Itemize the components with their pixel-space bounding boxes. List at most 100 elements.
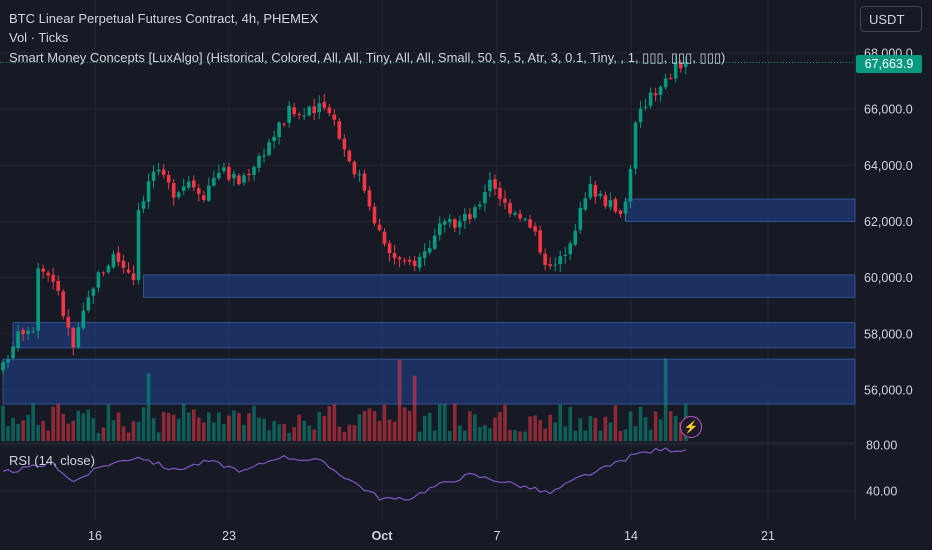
- candle-body: [623, 201, 628, 214]
- volume-bar: [533, 415, 537, 441]
- volume-bar: [382, 404, 387, 441]
- volume-bar: [593, 417, 598, 441]
- candle-body: [16, 331, 20, 348]
- candle-body: [41, 268, 45, 272]
- volume-bar: [237, 412, 241, 441]
- volume-bar: [402, 407, 407, 441]
- volume-bar: [131, 421, 136, 441]
- volume-bar: [623, 429, 628, 441]
- candle-body: [593, 184, 598, 197]
- volume-bar: [603, 416, 608, 441]
- candle-body: [668, 78, 673, 80]
- candles: [1, 55, 688, 375]
- volume-bar: [643, 417, 648, 441]
- volume-bar: [202, 422, 206, 441]
- candle-body: [252, 167, 256, 175]
- candle-body: [287, 105, 291, 123]
- volume-bar: [563, 426, 568, 441]
- volume-bar: [478, 427, 482, 441]
- lightning-bolt-icon[interactable]: ⚡: [680, 416, 702, 438]
- volume-bar: [342, 431, 347, 441]
- volume-bar: [222, 424, 226, 441]
- candle-body: [397, 257, 402, 260]
- candle-body: [146, 181, 151, 202]
- candle-body: [588, 184, 593, 198]
- candle-body: [412, 260, 417, 267]
- candle-body: [292, 107, 296, 115]
- volume-bar: [392, 421, 397, 441]
- volume-indicator-label[interactable]: Vol · Ticks: [9, 30, 69, 45]
- time-axis-tick-label: 23: [222, 529, 236, 543]
- current-price-tag: 67,663.9: [856, 55, 922, 73]
- candle-body: [578, 207, 583, 230]
- volume-bar: [86, 409, 91, 441]
- volume-bar: [367, 408, 372, 441]
- candle-body: [478, 204, 482, 207]
- volume-bar: [21, 420, 25, 441]
- candle-body: [6, 359, 10, 363]
- volume-bar: [267, 430, 271, 441]
- volume-bar: [488, 428, 492, 441]
- volume-bar: [56, 403, 61, 441]
- volume-bar: [111, 420, 116, 441]
- smc-indicator-label[interactable]: Smart Money Concepts [LuxAlgo] (Historic…: [9, 50, 726, 65]
- candle-body: [31, 331, 35, 333]
- candle-body: [558, 256, 563, 265]
- candle-body: [116, 252, 121, 263]
- volume-bar: [387, 419, 392, 441]
- candle-body: [498, 187, 502, 199]
- currency-button[interactable]: USDT: [860, 6, 922, 32]
- volume-bar: [307, 425, 312, 441]
- volume-bar: [673, 415, 678, 441]
- candle-body: [237, 175, 241, 185]
- candle-body: [232, 173, 236, 179]
- volume-bar: [608, 422, 613, 441]
- candle-body: [181, 186, 186, 191]
- volume-bar: [116, 412, 121, 441]
- rsi-line: [2, 447, 686, 501]
- candle-body: [447, 219, 452, 223]
- volume-bar: [613, 405, 618, 441]
- volume-bar: [156, 432, 161, 441]
- volume-bar: [272, 421, 276, 441]
- candle-body: [186, 181, 191, 188]
- candle-body: [327, 107, 332, 114]
- candle-body: [402, 260, 407, 262]
- volume-bar: [397, 359, 402, 441]
- volume-bar: [186, 412, 191, 441]
- volume-bar: [543, 428, 547, 441]
- candle-body: [196, 188, 201, 194]
- candle-body: [267, 142, 271, 156]
- candle-body: [503, 198, 507, 203]
- volume-bar: [277, 424, 281, 441]
- volume-bar: [36, 424, 40, 441]
- volume-bar: [508, 430, 512, 441]
- candle-body: [136, 209, 141, 280]
- volume-bar: [51, 406, 55, 441]
- volume-bar: [151, 418, 156, 441]
- volume-bar: [196, 417, 201, 441]
- chart-title: BTC Linear Perpetual Futures Contract, 4…: [9, 11, 319, 26]
- volume-bar: [427, 412, 432, 441]
- candle-body: [352, 161, 357, 175]
- candle-body: [392, 253, 397, 259]
- candle-body: [458, 221, 462, 228]
- candle-body: [568, 243, 573, 255]
- candle-body: [131, 273, 136, 280]
- volume-bar: [648, 429, 653, 441]
- candle-body: [633, 122, 638, 169]
- candle-body: [628, 169, 633, 202]
- candle-body: [302, 115, 306, 117]
- candle-body: [638, 108, 643, 123]
- candle-body: [76, 327, 81, 348]
- volume-bar: [548, 414, 552, 441]
- candle-body: [61, 291, 66, 316]
- candle-body: [613, 199, 618, 212]
- volume-bar: [106, 404, 111, 441]
- rsi-indicator-label[interactable]: RSI (14, close): [9, 453, 95, 468]
- candle-body: [247, 174, 251, 176]
- rsi-axis-tick-label: 40.00: [866, 485, 897, 499]
- candle-body: [362, 173, 367, 191]
- candle-body: [417, 256, 422, 268]
